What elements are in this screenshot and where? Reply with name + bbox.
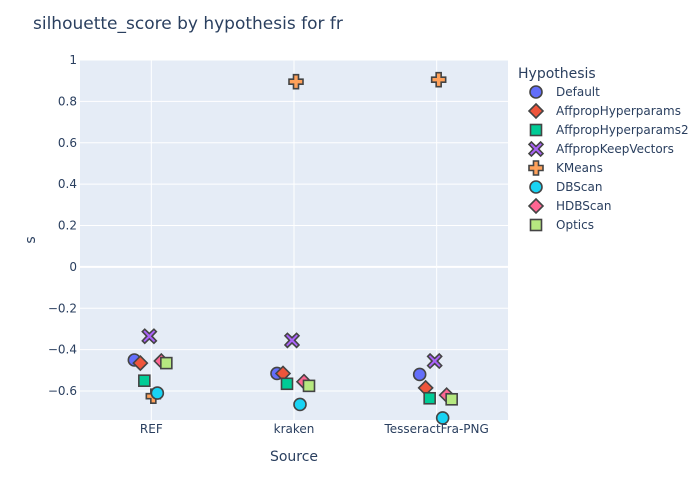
y-tick-label: −0.4 — [48, 343, 77, 357]
data-point-kmeans — [288, 73, 304, 90]
legend-label: KMeans — [556, 161, 603, 175]
x-tick-labels: REF kraken TesseractFra-PNG — [140, 422, 489, 436]
data-point-affprophyperparams2 — [423, 391, 436, 405]
y-tick-label: 0.4 — [58, 177, 77, 191]
legend-label: AffpropKeepVectors — [556, 142, 674, 156]
data-point-affprophyperparams2 — [138, 374, 151, 387]
legend: Hypothesis Default AffpropHyperparams Affp… — [518, 66, 689, 232]
legend-marker-affpropkeepvectors — [527, 140, 545, 158]
legend-title: Hypothesis — [518, 66, 596, 82]
data-point-affpropkeepvectors — [426, 352, 443, 370]
data-point-affpropkeepvectors — [283, 332, 301, 349]
data-point-default — [412, 367, 427, 382]
y-tick-labels: 1 0.8 0.6 0.4 0.2 0 −0.2 −0.4 −0.6 — [48, 53, 77, 398]
y-tick-label: 0.6 — [58, 136, 77, 150]
markers — [127, 71, 458, 425]
y-tick-label: 0.2 — [58, 219, 77, 233]
legend-label: HDBScan — [556, 199, 611, 213]
x-axis-title: Source — [270, 449, 318, 465]
legend-marker-dbscan — [529, 180, 543, 194]
legend-label: AffpropHyperparams2 — [556, 123, 689, 137]
legend-marker-default — [529, 85, 543, 99]
legend-label: Optics — [556, 218, 594, 232]
y-tick-label: 0.8 — [58, 94, 77, 108]
legend-label: AffpropHyperparams — [556, 104, 681, 118]
chart-title: silhouette_score by hypothesis for fr — [33, 14, 343, 34]
data-point-dbscan — [150, 386, 165, 400]
data-point-optics — [160, 356, 173, 370]
y-tick-label: 0 — [69, 260, 77, 274]
legend-marker-hdbscan — [527, 197, 545, 215]
legend-label: DBScan — [556, 180, 602, 194]
legend-label: Default — [556, 85, 600, 99]
data-point-kmeans — [430, 71, 447, 88]
y-tick-label: −0.6 — [48, 384, 77, 398]
data-point-dbscan — [435, 411, 450, 425]
data-point-dbscan — [293, 397, 307, 412]
y-tick-label: 1 — [69, 53, 77, 67]
x-tick-label: TesseractFra-PNG — [384, 422, 489, 436]
data-point-affprophyperparams2 — [280, 377, 294, 391]
legend-marker-affprophyperparams2 — [529, 123, 543, 137]
y-tick-label: −0.2 — [48, 301, 77, 315]
data-point-optics — [445, 393, 458, 406]
legend-marker-affprophyperparams — [527, 102, 545, 120]
data-point-affpropkeepvectors — [141, 328, 158, 345]
data-point-affprophyperparams — [132, 354, 149, 372]
legend-marker-kmeans — [528, 160, 544, 176]
x-tick-label: REF — [140, 422, 163, 436]
x-tick-label: kraken — [274, 422, 315, 436]
y-axis-title: s — [23, 236, 39, 243]
legend-marker-optics — [529, 218, 543, 232]
data-point-optics — [302, 379, 316, 393]
